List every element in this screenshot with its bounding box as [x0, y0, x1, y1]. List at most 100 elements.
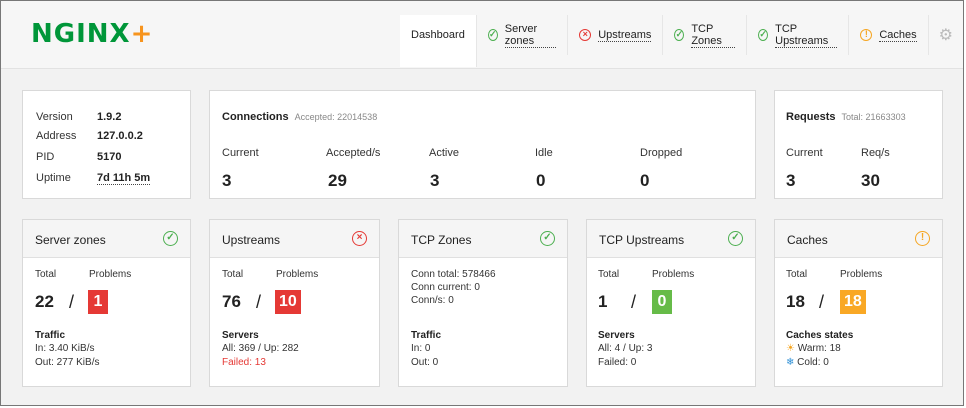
servers-failed: Failed: 0 — [598, 357, 637, 368]
col-dropped: Dropped — [640, 147, 683, 159]
total-value: 18 — [786, 292, 805, 311]
card-title: TCP Upstreams — [599, 233, 685, 247]
connections-title: Connections Accepted: 22014538 — [222, 111, 378, 123]
caches-cold-row: ❄ Cold: 0 — [786, 357, 829, 368]
traffic-in: In: 3.40 KiB/s — [35, 343, 95, 354]
warning-circle-icon: ! — [860, 29, 873, 41]
server-zones-card[interactable]: Server zones ✓ Total Problems 22 / 1 Traf… — [22, 219, 191, 387]
tcp-zones-card[interactable]: TCP Zones ✓ Conn total: 578466 Conn curre… — [398, 219, 568, 387]
problems-label: Problems — [276, 269, 319, 280]
total-label: Total — [222, 269, 244, 280]
connections-accepted: Accepted: 22014538 — [294, 112, 378, 122]
problems-badge: 18 — [840, 290, 866, 314]
conn-per-sec: Conn/s: 0 — [411, 295, 454, 306]
problems-label: Problems — [89, 269, 132, 280]
pid-label: PID — [36, 151, 55, 163]
card-title: Upstreams — [222, 233, 281, 247]
check-circle-icon: ✓ — [163, 231, 178, 246]
version-row: Version 1.9.2 — [36, 111, 121, 123]
card-title: Caches — [787, 233, 828, 247]
check-circle-icon: ✓ — [487, 29, 498, 41]
caches-warm: Warm: 18 — [797, 343, 841, 354]
connections-card: Connections Accepted: 22014538 Current Ac… — [209, 90, 756, 199]
traffic-in: In: 0 — [411, 343, 431, 354]
check-circle-icon: ✓ — [540, 231, 555, 246]
req-current-value: 3 — [786, 171, 796, 190]
separator: / — [631, 292, 637, 312]
tcp-upstreams-card[interactable]: TCP Upstreams ✓ Total Problems 1 / 0 Serv… — [586, 219, 756, 387]
check-circle-icon: ✓ — [728, 231, 743, 246]
problems-label: Problems — [652, 269, 695, 280]
separator: / — [69, 292, 75, 312]
caches-card[interactable]: Caches! Total Problems 18 / 18 Caches st… — [774, 219, 943, 387]
upstreams-card[interactable]: Upstreams × Total Problems 76 / 10 Server… — [209, 219, 380, 387]
info-card: Version 1.9.2 Address 127.0.0.2 PID 5170 Up… — [22, 90, 191, 199]
problems-badge: 1 — [88, 290, 108, 314]
conn-current: Conn current: 0 — [411, 282, 480, 293]
total-value: 22 — [35, 292, 54, 311]
problems-badge: 10 — [275, 290, 301, 314]
uptime-label: Uptime — [36, 172, 71, 184]
card-header: Server zones ✓ — [23, 220, 190, 258]
uptime-row: Uptime 7d 11h 5m — [36, 172, 151, 185]
col-current: Current — [222, 147, 259, 159]
tab-upstreams[interactable]: × Upstreams — [568, 15, 664, 55]
gear-icon[interactable]: ⚙ — [938, 27, 953, 44]
total-label: Total — [598, 269, 620, 280]
col-req-current: Current — [786, 147, 823, 159]
error-circle-icon: × — [579, 29, 592, 41]
col-idle: Idle — [535, 147, 553, 159]
tab-caches[interactable]: ! Caches — [849, 15, 929, 55]
section-title: Traffic — [411, 330, 442, 341]
card-title: TCP Zones — [411, 233, 472, 247]
caches-warm-row: ☀ Warm: 18 — [786, 343, 841, 354]
address-value: 127.0.0.2 — [97, 130, 143, 142]
servers-failed: Failed: 13 — [222, 357, 266, 368]
col-accepted-per-sec: Accepted/s — [326, 147, 381, 159]
section-title: Servers — [222, 330, 259, 341]
check-circle-icon: ✓ — [674, 29, 685, 41]
top-bar: NGINX+ Dashboard ✓ Server zones × Upstream… — [1, 1, 963, 69]
total-label: Total — [786, 269, 808, 280]
problems-label: Problems — [840, 269, 883, 280]
card-title: Server zones — [35, 233, 106, 247]
warning-circle-icon: ! — [915, 231, 930, 246]
pid-row: PID 5170 — [36, 151, 121, 163]
nginx-plus-logo[interactable]: NGINX+ — [31, 19, 154, 49]
idle-value: 0 — [536, 171, 546, 190]
tab-bar: Dashboard ✓ Server zones × Upstreams ✓ TCP … — [400, 15, 963, 67]
tab-tcp-upstreams[interactable]: ✓ TCP Upstreams — [747, 15, 850, 55]
caches-cold: Cold: 0 — [797, 357, 829, 368]
requests-total: Total: 21663303 — [841, 112, 906, 122]
tab-server-zones[interactable]: ✓ Server zones — [477, 15, 569, 55]
section-title: Traffic — [35, 330, 66, 341]
version-value: 1.9.2 — [97, 111, 122, 123]
check-circle-icon: ✓ — [758, 29, 769, 41]
separator: / — [256, 292, 262, 312]
problems-badge: 0 — [652, 290, 672, 314]
tab-label: TCP Upstreams — [775, 23, 838, 48]
tab-tcp-zones[interactable]: ✓ TCP Zones — [663, 15, 748, 55]
tab-label: Server zones — [504, 23, 557, 48]
snowflake-icon: ❄ — [786, 357, 795, 368]
uptime-value[interactable]: 7d 11h 5m — [97, 172, 151, 185]
tab-label: TCP Zones — [691, 23, 736, 48]
card-header: TCP Zones ✓ — [399, 220, 567, 258]
section-title: Servers — [598, 330, 635, 341]
servers-all-up: All: 369 / Up: 282 — [222, 343, 299, 354]
requests-title: Requests Total: 21663303 — [786, 111, 906, 123]
tab-dashboard[interactable]: Dashboard — [400, 15, 477, 67]
separator: / — [819, 292, 825, 312]
tab-label: Caches — [879, 28, 917, 42]
requests-card: Requests Total: 21663303 Current Req/s 3 … — [774, 90, 943, 199]
traffic-out: Out: 277 KiB/s — [35, 357, 100, 368]
address-label: Address — [36, 130, 77, 142]
req-per-sec-value: 30 — [861, 171, 880, 190]
pid-value: 5170 — [97, 151, 122, 163]
accepted-per-sec-value: 29 — [328, 171, 347, 190]
card-header: Upstreams × — [210, 220, 379, 258]
current-value: 3 — [222, 171, 232, 190]
total-value: 76 — [222, 292, 241, 311]
tab-label: Dashboard — [411, 29, 465, 41]
traffic-out: Out: 0 — [411, 357, 439, 368]
